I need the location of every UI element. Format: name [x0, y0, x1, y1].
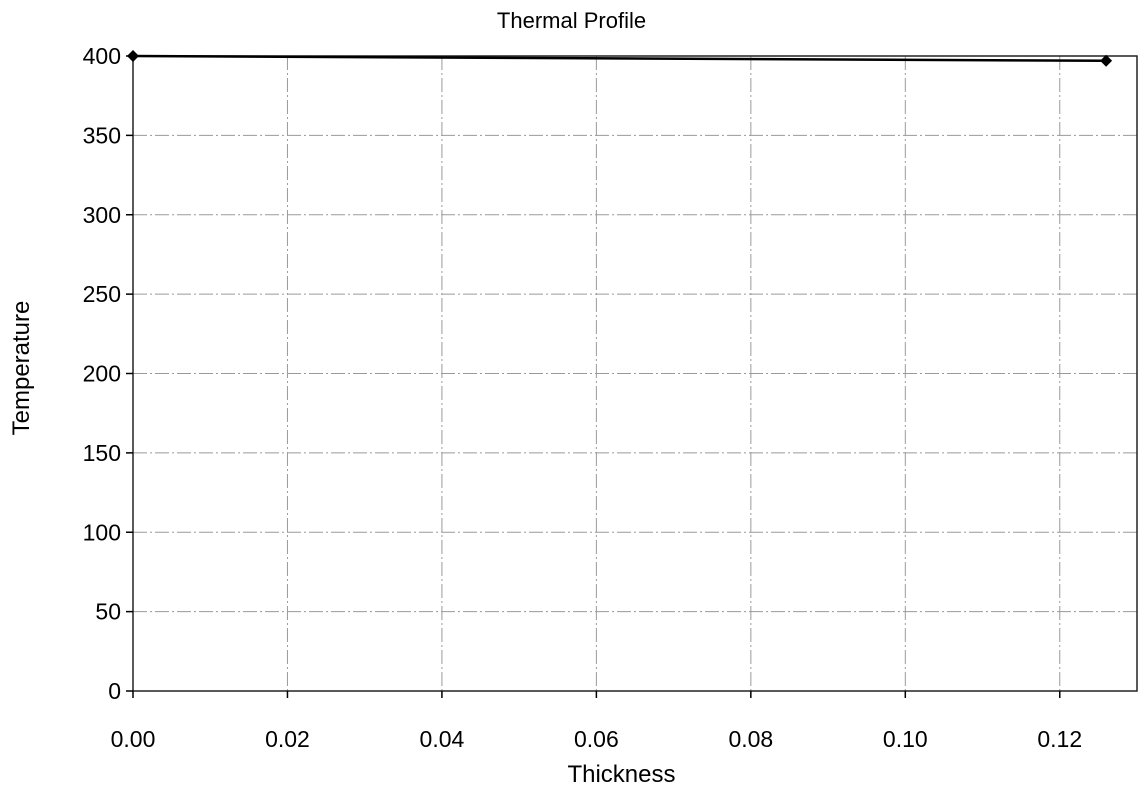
- x-tick-label-1: 0.02: [265, 726, 310, 752]
- x-tick-label-0: 0.00: [111, 726, 156, 752]
- x-tick-label-3: 0.06: [574, 726, 619, 752]
- y-tick-label-0: 0: [108, 678, 121, 704]
- y-tick-label-5: 250: [83, 281, 121, 307]
- y-tick-label-1: 50: [95, 599, 121, 625]
- y-tick-label-2: 100: [83, 519, 121, 545]
- series-0-line: [132, 54, 1107, 63]
- y-tick-label-4: 200: [83, 361, 121, 387]
- chart-title: Thermal Profile: [496, 8, 647, 33]
- series-0-point-0: [127, 50, 139, 62]
- y-tick-label-6: 300: [83, 202, 121, 228]
- x-tick-label-4: 0.08: [728, 726, 773, 752]
- x-axis-label: Thickness: [567, 761, 676, 788]
- y-tick-label-8: 400: [83, 43, 121, 69]
- x-tick-label-2: 0.04: [420, 726, 465, 752]
- x-tick-label-5: 0.10: [883, 726, 928, 752]
- x-tick-label-6: 0.12: [1037, 726, 1082, 752]
- y-tick-label-3: 150: [83, 440, 121, 466]
- series-0-point-1: [1100, 54, 1113, 67]
- y-tick-label-7: 350: [83, 122, 121, 148]
